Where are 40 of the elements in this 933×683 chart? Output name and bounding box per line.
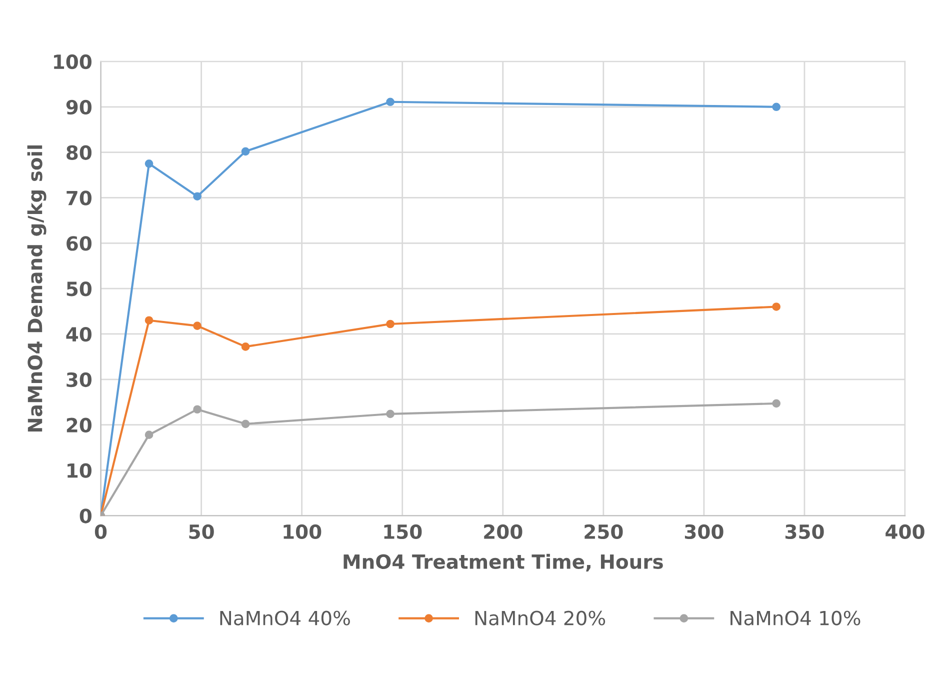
y-tick-label: 20 (66, 418, 92, 432)
y-tick-label: 90 (66, 100, 92, 115)
x-tick-label: 100 (284, 524, 322, 540)
point (386, 410, 394, 418)
point (772, 302, 780, 311)
x-tick-label: 200 (484, 524, 522, 540)
point (772, 399, 780, 408)
point (193, 192, 202, 201)
y-tick-label: 70 (66, 190, 92, 206)
x-tick-label: 150 (384, 524, 422, 540)
point (241, 420, 250, 428)
x-tick-label: 300 (684, 524, 724, 540)
y-tick-label: 80 (66, 145, 92, 160)
legend-label: NaMnO4 20% (475, 610, 606, 626)
y-tick-label: 30 (66, 372, 92, 388)
x-axis-title: MnO4 Treatment Time, Hours (344, 554, 663, 572)
y-tick-label: 10 (68, 463, 92, 478)
x-tick-label: 250 (584, 524, 623, 540)
x-tick-label: 50 (189, 524, 214, 540)
y-tick-label: 60 (66, 236, 92, 251)
point (386, 98, 394, 106)
point (772, 102, 780, 112)
point (144, 430, 154, 439)
point (386, 320, 394, 328)
y-tick-label: 0 (80, 508, 92, 524)
point (144, 316, 154, 325)
legend-label: NaMnO4 40% (220, 610, 350, 626)
y-axis-title: NaMnO4 Demand g/kg soil (27, 145, 46, 432)
point (241, 147, 250, 156)
y-tick-label: 100 (54, 54, 92, 70)
point (193, 405, 202, 414)
point (193, 322, 202, 330)
y-tick-label: 40 (66, 326, 92, 342)
point (144, 159, 154, 168)
x-tick-label: 350 (785, 524, 824, 540)
x-tick-label: 400 (886, 524, 924, 540)
x-tick-label: 0 (94, 524, 107, 540)
y-tick-label: 50 (66, 282, 92, 296)
legend-label: NaMnO4 10% (730, 610, 860, 626)
point (241, 342, 250, 351)
